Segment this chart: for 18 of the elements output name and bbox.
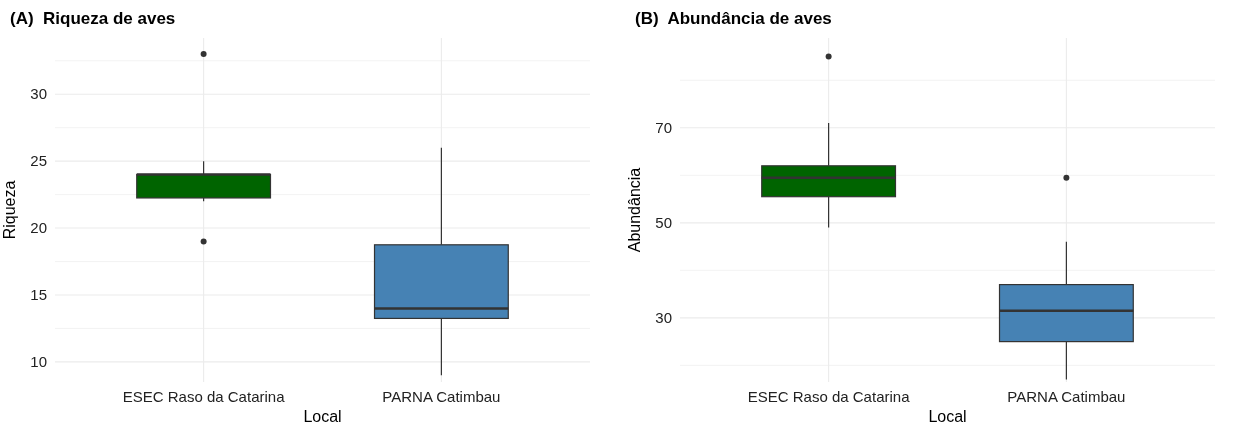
x-axis-title: Local [928, 408, 967, 425]
y-tick-label: 30 [655, 309, 672, 327]
y-tick-label: 20 [30, 219, 47, 237]
y-tick-label: 10 [30, 353, 47, 371]
y-axis-title: Riqueza [1, 180, 18, 240]
y-tick-label: 70 [655, 119, 672, 137]
x-tick-label: ESEC Raso da Catarina [122, 388, 286, 405]
x-tick-label: PARNA Catimbau [382, 388, 501, 405]
y-tick-label: 30 [30, 85, 47, 103]
x-tick-label: PARNA Catimbau [1007, 388, 1126, 405]
chart-title: (A) Riqueza de aves [10, 9, 176, 28]
x-tick-label: ESEC Raso da Catarina [747, 388, 911, 405]
y-axis-title: Abundância [626, 167, 643, 253]
chart-title: (B) Abundância de aves [635, 9, 832, 28]
y-tick-label: 50 [655, 214, 672, 232]
y-tick-label: 25 [30, 152, 47, 170]
x-axis-title: Local [303, 408, 342, 425]
y-tick-label: 15 [30, 286, 47, 304]
